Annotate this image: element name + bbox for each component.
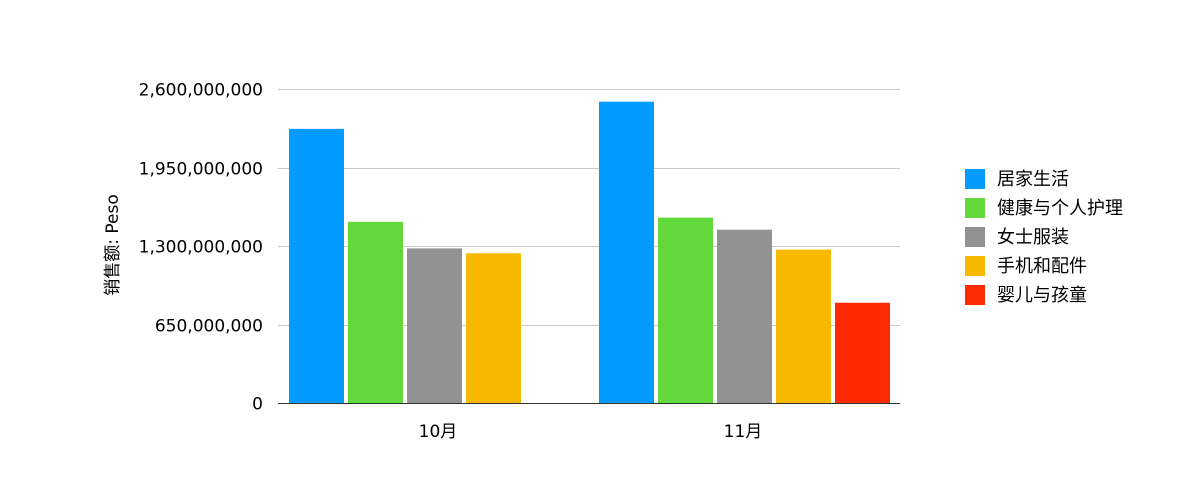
legend-label: 婴儿与孩童	[997, 285, 1087, 306]
legend-label: 健康与个人护理	[997, 198, 1123, 219]
y-tick-label: 1,300,000,000	[139, 238, 263, 258]
bar	[658, 217, 713, 403]
y-tick-label: 650,000,000	[155, 317, 263, 337]
bar	[348, 221, 403, 403]
bar	[599, 101, 654, 403]
bar	[835, 302, 890, 403]
legend-label: 居家生活	[997, 169, 1069, 190]
legend-swatch	[965, 169, 985, 189]
legend-label: 手机和配件	[997, 256, 1087, 277]
bar	[717, 229, 772, 403]
y-tick-label: 1,950,000,000	[139, 160, 263, 180]
bars	[289, 101, 890, 403]
y-axis-title: 销售额: Peso	[103, 194, 123, 296]
y-tick-label: 0	[252, 395, 263, 415]
legend-swatch	[965, 198, 985, 218]
bar	[776, 249, 831, 403]
x-tick-label: 11月	[724, 422, 763, 442]
x-tick-label: 10月	[419, 422, 458, 442]
bar	[466, 253, 521, 403]
y-tick-label: 2,600,000,000	[139, 81, 263, 101]
legend-swatch	[965, 256, 985, 276]
axes: 0 650,000,000 1,300,000,000 1,950,000,000 2,…	[139, 81, 900, 442]
bar	[407, 248, 462, 403]
legend-label: 女士服装	[997, 227, 1069, 248]
bar	[289, 128, 344, 403]
legend-swatch	[965, 285, 985, 305]
legend-swatch	[965, 227, 985, 247]
